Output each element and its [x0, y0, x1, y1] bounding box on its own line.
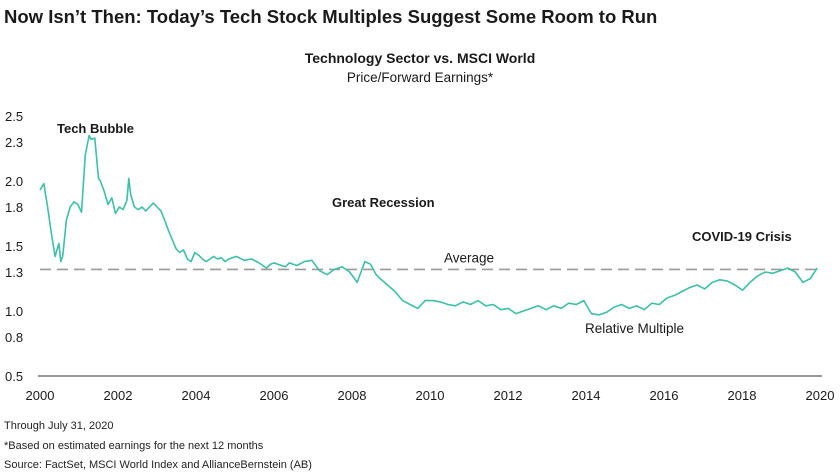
x-tick-label: 2002: [104, 388, 133, 403]
footnote-source: Source: FactSet, MSCI World Index and Al…: [4, 459, 312, 471]
x-tick-label: 2008: [338, 388, 367, 403]
footnote-through-date: Through July 31, 2020: [4, 420, 114, 432]
annotation-covid-crisis: COVID-19 Crisis: [692, 229, 792, 244]
x-tick-label: 2014: [572, 388, 601, 403]
x-tick-label: 2010: [416, 388, 445, 403]
annotation-tech-bubble: Tech Bubble: [57, 121, 134, 136]
x-tick-label: 2020: [806, 388, 835, 403]
footnote-basis: *Based on estimated earnings for the nex…: [4, 440, 264, 452]
y-tick-label: 2.5: [5, 109, 23, 124]
chart-title: Technology Sector vs. MSCI World: [305, 50, 536, 66]
y-axis: 2.5 2.3 2.0 1.8 1.5 1.3 1.0 0.8 0.5: [5, 109, 23, 384]
x-tick-label: 2018: [728, 388, 757, 403]
y-tick-label: 0.8: [5, 330, 23, 345]
annotation-great-recession: Great Recession: [332, 195, 435, 210]
x-tick-label: 2006: [260, 388, 289, 403]
relative-multiple-series-line: [39, 134, 818, 316]
chart-subtitle: Price/Forward Earnings*: [347, 70, 494, 85]
headline: Now Isn’t Then: Today’s Tech Stock Multi…: [4, 6, 658, 27]
x-tick-label: 2004: [182, 388, 211, 403]
y-tick-label: 1.8: [5, 200, 23, 215]
average-label: Average: [444, 250, 494, 265]
y-tick-label: 1.5: [5, 239, 23, 254]
y-tick-label: 1.0: [5, 304, 23, 319]
y-tick-label: 1.3: [5, 265, 23, 280]
y-tick-label: 2.3: [5, 135, 23, 150]
y-tick-label: 0.5: [5, 369, 23, 384]
y-tick-label: 2.0: [5, 174, 23, 189]
annotation-relative-multiple: Relative Multiple: [585, 321, 684, 336]
x-tick-label: 2012: [494, 388, 523, 403]
x-axis: 2000 2002 2004 2006 2008 2010 2012 2014 2016 2018…: [26, 388, 835, 403]
x-tick-label: 2016: [650, 388, 679, 403]
x-tick-label: 2000: [26, 388, 55, 403]
